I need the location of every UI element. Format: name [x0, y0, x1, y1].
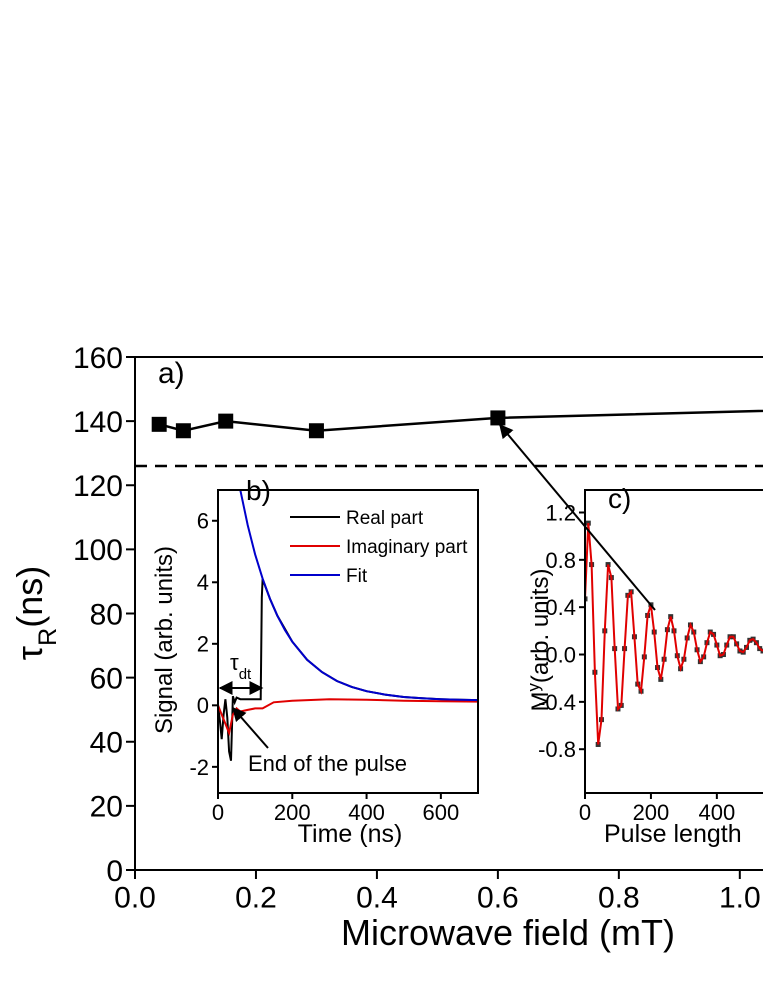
- x-tick-label: 400: [698, 800, 735, 825]
- axis-label: Time (ns): [298, 820, 403, 848]
- data-point: [308, 423, 324, 439]
- panel-background: [218, 490, 478, 793]
- y-tick-label: 2: [197, 632, 209, 657]
- axis-frame: [217, 489, 479, 794]
- y-tick-label: 20: [90, 791, 123, 824]
- axis-label: Signal (arb. units): [151, 546, 178, 734]
- legend-label: Fit: [346, 566, 368, 587]
- y-tick-label: 1.2: [545, 500, 576, 525]
- axis-label-part: (ns): [9, 566, 50, 628]
- y-tick-label: 160: [73, 342, 123, 375]
- axis-label-part: M: [527, 692, 554, 712]
- axis-label: My(arb. units): [524, 568, 555, 711]
- legend-label: Imaginary part: [346, 537, 468, 558]
- x-tick-label: 0.0: [114, 882, 156, 915]
- axis-label-part: R: [34, 628, 62, 646]
- plot-area: [585, 520, 763, 747]
- y-tick-label: -0.8: [538, 737, 576, 762]
- data-line: [218, 698, 478, 737]
- y-tick-label: 80: [90, 598, 123, 631]
- y-tick-label: 120: [73, 470, 123, 503]
- axis-label: τR(ns): [9, 566, 62, 660]
- data-point: [490, 410, 506, 426]
- x-tick-label: 0.6: [477, 882, 519, 915]
- x-tick-label: 600: [422, 800, 459, 825]
- plot-area: [151, 409, 763, 439]
- panel-label: b): [246, 475, 271, 506]
- x-tick-label: 0.2: [235, 882, 277, 915]
- y-tick-label: 60: [90, 662, 123, 695]
- annotation: End of the pulse: [248, 751, 407, 776]
- x-tick-label: 0.4: [356, 882, 398, 915]
- annotation-arrow: [232, 706, 269, 749]
- data-line: [158, 409, 763, 432]
- y-tick-label: 0.8: [545, 548, 576, 573]
- y-tick-label: 4: [197, 570, 209, 595]
- annotation-part: τ: [230, 650, 239, 675]
- y-tick-label: 0: [197, 693, 209, 718]
- pointer-arrow: [499, 423, 656, 611]
- x-tick-label: 0: [579, 800, 591, 825]
- y-tick-label: 0.4: [545, 595, 576, 620]
- data-point: [151, 416, 167, 432]
- legend-label: Real part: [346, 508, 424, 529]
- x-tick-label: 200: [274, 800, 311, 825]
- annotation-part: dt: [239, 666, 252, 683]
- data-line: [585, 523, 763, 745]
- y-tick-label: 100: [73, 534, 123, 567]
- axis-label-part: τ: [9, 646, 50, 660]
- data-point: [585, 596, 588, 602]
- y-tick-label: 40: [90, 727, 123, 760]
- y-tick-label: 0: [106, 855, 123, 888]
- data-line: [239, 489, 478, 702]
- x-tick-label: 400: [348, 800, 385, 825]
- y-tick-label: 6: [197, 509, 209, 534]
- axis-frame: [584, 489, 763, 794]
- x-tick-label: 200: [633, 800, 670, 825]
- y-tick-label: -2: [189, 755, 209, 780]
- data-point: [175, 423, 191, 439]
- plot-area: [218, 489, 478, 761]
- axis-label-part: y: [524, 683, 543, 692]
- panel-label: c): [608, 483, 631, 514]
- y-tick-label: 140: [73, 406, 123, 439]
- y-tick-label: 0.0: [545, 642, 576, 667]
- data-point: [218, 413, 234, 429]
- axis-label: Microwave field (mT): [341, 912, 675, 953]
- panel-label: a): [158, 357, 185, 390]
- axis-label: Pulse length: [604, 820, 742, 848]
- x-tick-label: 1.0: [719, 882, 761, 915]
- axis-label-part: (arb. units): [527, 568, 554, 683]
- y-tick-label: -0.4: [538, 690, 576, 715]
- x-tick-label: 0.8: [598, 882, 640, 915]
- x-tick-label: 0: [212, 800, 224, 825]
- annotation: τdt: [230, 650, 252, 683]
- axis-label-part: Signal (arb. units): [151, 546, 178, 734]
